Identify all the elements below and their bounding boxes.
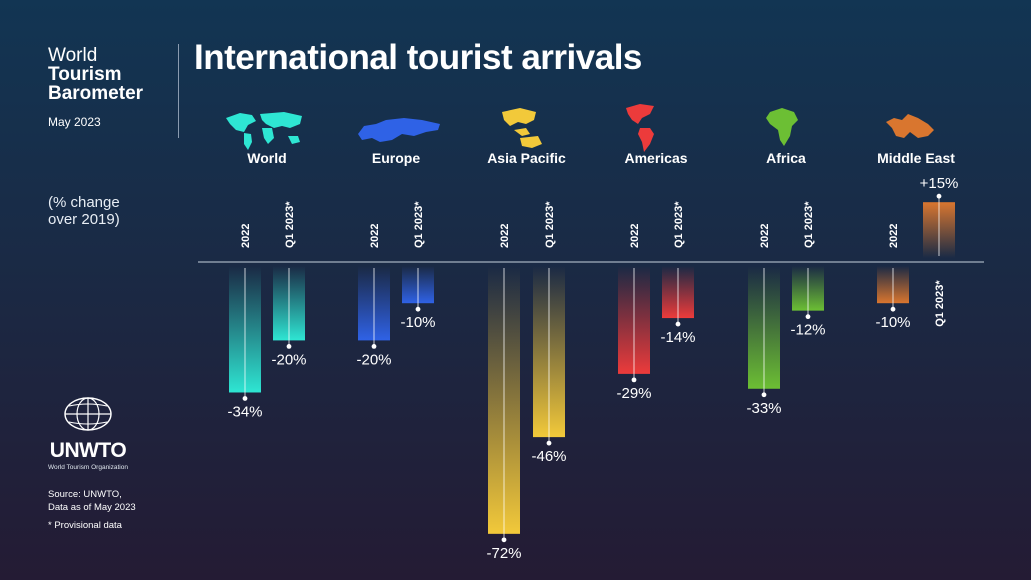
- series-label-asia-pacific-2022: 2022: [499, 224, 511, 248]
- value-label-europe-2022: -20%: [356, 351, 391, 368]
- middle-east-map-icon: [886, 114, 934, 138]
- bar-end-dot: [415, 306, 421, 312]
- bar-end-dot: [242, 396, 248, 401]
- units-note-line-1: (% change: [48, 194, 120, 211]
- value-label-africa-q1-2023: -12%: [790, 322, 825, 339]
- source-line-1: Source: UNWTO,: [48, 489, 122, 500]
- brand-line-2: Tourism: [48, 64, 122, 85]
- bar-end-dot: [936, 193, 942, 199]
- series-label-world-2022: 2022: [240, 224, 252, 248]
- divider: [178, 44, 179, 138]
- value-label-middle-east-2022: -10%: [875, 314, 910, 331]
- units-note-line-2: over 2019): [48, 211, 120, 228]
- category-label-middle-east: Middle East: [877, 150, 955, 166]
- bar-end-dot: [286, 344, 292, 349]
- bar-end-dot: [890, 306, 896, 312]
- category-label-world: World: [247, 150, 286, 166]
- series-label-middle-east-q1-2023: Q1 2023*: [934, 280, 946, 327]
- africa-map-icon: [766, 108, 798, 146]
- series-label-europe-q1-2023: Q1 2023*: [413, 201, 425, 248]
- brand-line-3: Barometer: [48, 83, 144, 104]
- value-label-europe-q1-2023: -10%: [400, 314, 435, 331]
- value-label-asia-pacific-q1-2023: -46%: [531, 448, 566, 465]
- brand-line-1: World: [48, 45, 98, 66]
- value-label-americas-2022: -29%: [616, 385, 651, 402]
- bar-end-dot: [546, 440, 552, 446]
- footnote: * Provisional data: [48, 520, 122, 531]
- value-label-africa-2022: -33%: [746, 400, 781, 417]
- series-label-asia-pacific-q1-2023: Q1 2023*: [544, 201, 556, 248]
- units-note: (% change over 2019): [48, 194, 120, 228]
- category-label-americas: Americas: [624, 150, 687, 166]
- value-label-middle-east-q1-2023: +15%: [920, 175, 959, 192]
- bar-end-dot: [371, 344, 377, 349]
- series-label-africa-q1-2023: Q1 2023*: [803, 201, 815, 248]
- asia-pacific-map-icon: [502, 108, 542, 148]
- value-label-americas-q1-2023: -14%: [660, 329, 695, 346]
- series-label-world-q1-2023: Q1 2023*: [284, 201, 296, 248]
- source-note: Source: UNWTO, Data as of May 2023: [48, 488, 136, 514]
- world-map-icon: [226, 112, 302, 150]
- category-label-africa: Africa: [766, 150, 806, 166]
- logo-name: UNWTO: [49, 439, 127, 462]
- bar-end-dot: [761, 392, 767, 398]
- value-label-asia-pacific-2022: -72%: [486, 545, 521, 562]
- series-label-americas-q1-2023: Q1 2023*: [673, 201, 685, 248]
- report-date: May 2023: [48, 115, 101, 129]
- bar-end-dot: [501, 537, 507, 543]
- category-label-europe: Europe: [372, 150, 420, 166]
- page-title: International tourist arrivals: [194, 38, 642, 77]
- globe-icon: [64, 397, 112, 431]
- bar-end-dot: [675, 321, 681, 327]
- bar-end-dot: [805, 314, 811, 320]
- series-label-middle-east-2022: 2022: [888, 224, 900, 248]
- source-line-2: Data as of May 2023: [48, 502, 136, 513]
- series-label-europe-2022: 2022: [369, 224, 381, 248]
- series-label-americas-2022: 2022: [629, 224, 641, 248]
- series-label-africa-2022: 2022: [759, 224, 771, 248]
- bar-end-dot: [631, 377, 637, 383]
- logo-subtitle: World Tourism Organization: [48, 464, 128, 471]
- unwto-logo: UNWTO World Tourism Organization: [46, 396, 130, 471]
- europe-map-icon: [358, 118, 440, 142]
- value-label-world-q1-2023: -20%: [271, 351, 306, 368]
- value-label-world-2022: -34%: [227, 403, 262, 420]
- category-label-asia-pacific: Asia Pacific: [487, 150, 566, 166]
- americas-map-icon: [626, 104, 654, 152]
- brand-block: World Tourism Barometer: [48, 46, 143, 103]
